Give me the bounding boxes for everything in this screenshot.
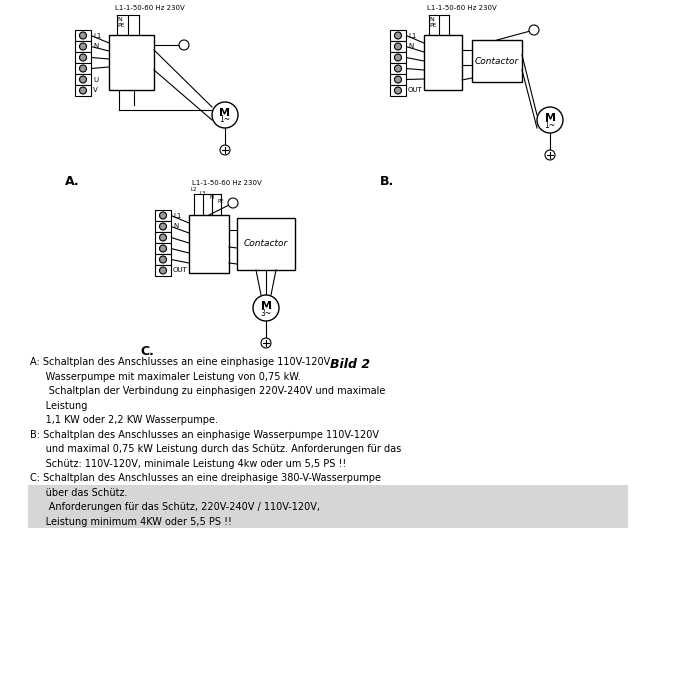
Bar bbox=[390, 63, 406, 74]
Text: M: M bbox=[545, 113, 556, 123]
Bar bbox=[155, 232, 171, 243]
Text: M: M bbox=[220, 108, 230, 118]
Circle shape bbox=[160, 234, 167, 241]
Bar bbox=[155, 265, 171, 276]
Bar bbox=[155, 221, 171, 232]
Bar bbox=[28, 484, 628, 499]
Bar bbox=[75, 85, 91, 96]
Text: über das Schütz.: über das Schütz. bbox=[30, 488, 127, 498]
Circle shape bbox=[160, 212, 167, 219]
Text: Leistung minimum 4KW oder 5,5 PS !!: Leistung minimum 4KW oder 5,5 PS !! bbox=[30, 517, 232, 526]
Circle shape bbox=[80, 76, 87, 83]
Bar bbox=[28, 514, 628, 528]
Bar bbox=[75, 63, 91, 74]
Text: L3: L3 bbox=[199, 191, 206, 196]
Bar bbox=[189, 215, 229, 273]
Circle shape bbox=[160, 267, 167, 274]
Bar bbox=[390, 74, 406, 85]
Bar bbox=[390, 41, 406, 52]
Circle shape bbox=[220, 145, 230, 155]
Text: Contactor: Contactor bbox=[244, 239, 288, 248]
Circle shape bbox=[228, 198, 238, 208]
Text: L2: L2 bbox=[190, 187, 197, 192]
Bar bbox=[390, 85, 406, 96]
Text: Schütz: 110V-120V, minimale Leistung 4kw oder um 5,5 PS !!: Schütz: 110V-120V, minimale Leistung 4kw… bbox=[30, 458, 347, 469]
Bar bbox=[155, 210, 171, 221]
Circle shape bbox=[160, 256, 167, 263]
Text: N: N bbox=[429, 17, 434, 22]
Text: V: V bbox=[93, 88, 98, 94]
Bar bbox=[75, 30, 91, 41]
Bar bbox=[155, 243, 171, 254]
Bar bbox=[155, 254, 171, 265]
Text: PE: PE bbox=[117, 23, 125, 28]
Circle shape bbox=[80, 43, 87, 50]
Text: und maximal 0,75 kW Leistung durch das Schütz. Anforderungen für das: und maximal 0,75 kW Leistung durch das S… bbox=[30, 444, 401, 454]
Circle shape bbox=[395, 76, 402, 83]
Bar bbox=[75, 74, 91, 85]
Circle shape bbox=[160, 245, 167, 252]
Circle shape bbox=[212, 102, 238, 128]
Circle shape bbox=[80, 32, 87, 39]
Text: B.: B. bbox=[380, 175, 394, 188]
Circle shape bbox=[529, 25, 539, 35]
Circle shape bbox=[545, 150, 555, 160]
Text: Leistung: Leistung bbox=[30, 400, 88, 411]
Bar bbox=[75, 41, 91, 52]
Text: C: Schaltplan des Anschlusses an eine dreiphasige 380-V-Wasserpumpe: C: Schaltplan des Anschlusses an eine dr… bbox=[30, 473, 381, 483]
Text: L1-1-50-60 Hz 230V: L1-1-50-60 Hz 230V bbox=[192, 180, 262, 186]
Text: N: N bbox=[117, 17, 122, 22]
Text: Bild 2: Bild 2 bbox=[330, 358, 370, 371]
Circle shape bbox=[395, 87, 402, 94]
Text: 3~: 3~ bbox=[260, 309, 272, 318]
Bar bbox=[75, 52, 91, 63]
Bar bbox=[472, 40, 522, 82]
Bar bbox=[390, 52, 406, 63]
Text: Anforderungen für das Schütz, 220V-240V / 110V-120V,: Anforderungen für das Schütz, 220V-240V … bbox=[30, 503, 320, 512]
Circle shape bbox=[80, 87, 87, 94]
Circle shape bbox=[80, 65, 87, 72]
Text: B: Schaltplan des Anschlusses an einphasige Wasserpumpe 110V-120V: B: Schaltplan des Anschlusses an einphas… bbox=[30, 430, 379, 440]
Text: PE: PE bbox=[429, 23, 437, 28]
Bar bbox=[424, 35, 462, 90]
Text: N: N bbox=[210, 195, 214, 200]
Circle shape bbox=[395, 65, 402, 72]
Text: N: N bbox=[93, 43, 98, 50]
Circle shape bbox=[80, 54, 87, 61]
Text: 1,1 KW oder 2,2 KW Wasserpumpe.: 1,1 KW oder 2,2 KW Wasserpumpe. bbox=[30, 415, 218, 425]
Text: 1~: 1~ bbox=[545, 120, 556, 130]
Circle shape bbox=[261, 338, 271, 348]
Text: L1: L1 bbox=[173, 213, 181, 218]
Text: OUT: OUT bbox=[408, 88, 423, 94]
Text: Wasserpumpe mit maximaler Leistung von 0,75 kW.: Wasserpumpe mit maximaler Leistung von 0… bbox=[30, 372, 301, 382]
Text: L1-1-50-60 Hz 230V: L1-1-50-60 Hz 230V bbox=[115, 5, 185, 11]
Text: N: N bbox=[408, 43, 413, 50]
Text: N: N bbox=[173, 223, 178, 230]
Text: A.: A. bbox=[65, 175, 80, 188]
Circle shape bbox=[395, 54, 402, 61]
Text: U: U bbox=[93, 76, 98, 83]
Text: Schaltplan der Verbindung zu einphasigen 220V-240V und maximale: Schaltplan der Verbindung zu einphasigen… bbox=[30, 386, 386, 396]
Bar bbox=[28, 499, 628, 514]
Text: C.: C. bbox=[140, 345, 154, 358]
Text: Contactor: Contactor bbox=[475, 57, 519, 66]
Text: OUT: OUT bbox=[173, 267, 188, 274]
Circle shape bbox=[160, 223, 167, 230]
Circle shape bbox=[537, 107, 563, 133]
Text: L1: L1 bbox=[93, 32, 102, 38]
Bar bbox=[109, 35, 154, 90]
Circle shape bbox=[395, 43, 402, 50]
Circle shape bbox=[179, 40, 189, 50]
Text: 1~: 1~ bbox=[219, 116, 230, 125]
Circle shape bbox=[253, 295, 279, 321]
Bar bbox=[390, 30, 406, 41]
Bar bbox=[237, 218, 295, 270]
Text: A: Schaltplan des Anschlusses an eine einphasige 110V-120V: A: Schaltplan des Anschlusses an eine ei… bbox=[30, 357, 330, 368]
Text: L1-1-50-60 Hz 230V: L1-1-50-60 Hz 230V bbox=[427, 5, 497, 11]
Circle shape bbox=[395, 32, 402, 39]
Text: PE: PE bbox=[218, 199, 224, 204]
Text: M: M bbox=[260, 301, 272, 311]
Text: L1: L1 bbox=[408, 32, 416, 38]
